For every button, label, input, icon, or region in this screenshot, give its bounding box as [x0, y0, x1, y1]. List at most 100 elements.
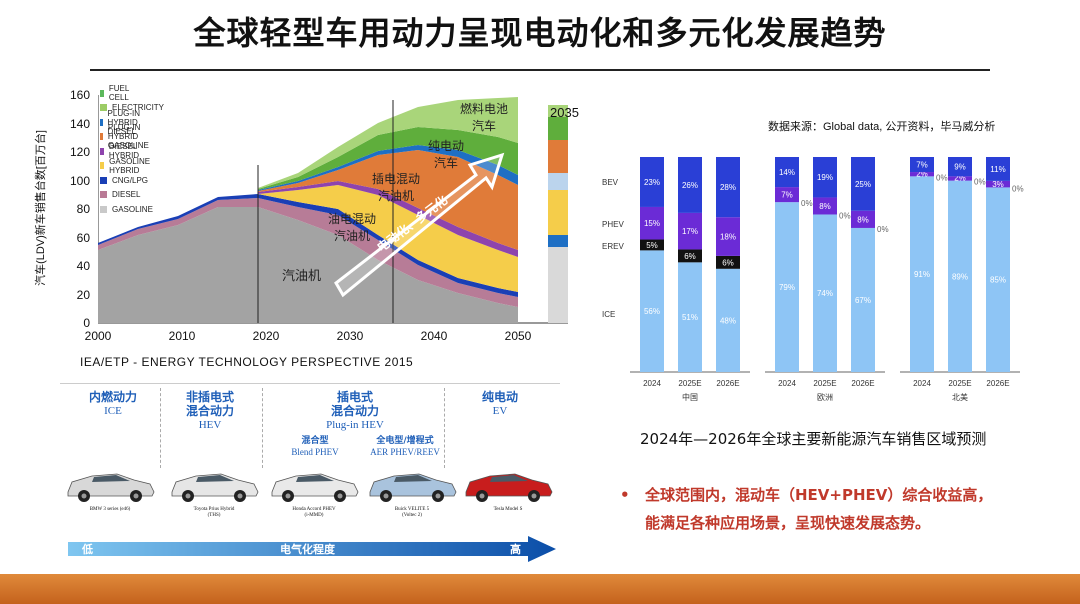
bar-value-label: 26%: [682, 181, 698, 190]
area-cng: [98, 194, 518, 297]
bar-segment-erev: [640, 239, 664, 251]
legend-item: PLUG-IN HYBRID GASOLINE: [100, 123, 153, 150]
bar-segment-ice: [775, 202, 799, 372]
category-separator: [444, 388, 445, 468]
legend-item: PLUG-IN HYBRID DIESEL: [100, 109, 142, 136]
area-diesel-hybrid: [258, 181, 518, 257]
electrification-arrow: 低 电气化程度 高: [68, 536, 558, 562]
bullet-line-2: 能满足各种应用场景，呈现快速发展态势。: [645, 514, 931, 532]
powertrain-strip: [60, 383, 560, 463]
bar-value-label: 89%: [952, 272, 968, 281]
xtick-label: 2040: [420, 329, 448, 343]
bar-value-label: 17%: [682, 227, 698, 236]
bar-x-label: 2025E: [948, 379, 971, 388]
ytick-label: 0: [83, 316, 90, 330]
bar-segment-ice: [813, 214, 837, 372]
area-chart: 汽车(LDV)新车销售台数[百万台] 160 140 120 100 80 60 40 20 0…: [20, 84, 590, 375]
legend-label: ELECTRICITY: [112, 103, 165, 112]
bar-segment-phev: [678, 212, 702, 250]
bar-value-label: 48%: [720, 316, 736, 325]
row-label: BEV: [602, 178, 619, 187]
subtype-sub: AER PHEV/REEV: [370, 447, 440, 457]
category-name: 非插电式 混合动力: [185, 390, 234, 418]
bar-x-label: 2026E: [986, 379, 1009, 388]
bar-value-label: 15%: [644, 219, 660, 228]
bar-segment-phev: [640, 206, 664, 240]
xtick-label: 2000: [84, 329, 112, 343]
car-image: [166, 462, 262, 512]
category-name: 纯电动: [481, 390, 518, 404]
legend-swatch: [100, 205, 107, 213]
car-image: [266, 462, 362, 512]
bar-segment-phev: [948, 176, 972, 181]
legend-label: FUEL CELL: [108, 84, 129, 102]
legend-item: DIESEL: [100, 190, 140, 200]
bar-segment-phev: [986, 180, 1010, 188]
bar-2035-label: 2035: [550, 105, 579, 120]
arrow-high-label: 高: [510, 543, 521, 556]
area-fuel-cell: [258, 97, 518, 189]
row-label: ICE: [602, 310, 615, 319]
bar-value-label: 3%: [992, 180, 1004, 189]
bar-value-label: 51%: [682, 313, 698, 322]
legend-item: ELECTRICITY: [100, 103, 164, 113]
legend-label: DIESEL HYBRID: [108, 142, 140, 160]
legend-swatch: [100, 176, 107, 184]
bar-value-label: 9%: [954, 163, 966, 172]
bar-value-label: 67%: [855, 296, 871, 305]
region-label: 欧洲: [817, 392, 833, 402]
label-ice: 汽油机: [282, 269, 322, 284]
category-sub: ICE: [104, 405, 122, 417]
xtick-label: 2020: [252, 329, 280, 343]
xtick-label: 2050: [504, 329, 532, 343]
ytick-label: 20: [76, 287, 90, 302]
phev-subtype: 混合型 Blend PHEV: [272, 436, 358, 458]
bar-segment-phev: [813, 197, 837, 215]
area-phev-gasoline: [258, 150, 518, 250]
bar-x-label: 2026E: [851, 379, 874, 388]
bar-segment-bev: [851, 157, 875, 211]
ytick-label: 100: [69, 173, 90, 188]
bar-value-label: 79%: [779, 283, 795, 292]
bar-segment-bev: [716, 157, 740, 218]
regional-bar-chart: BEV PHEV EREV ICE 56% 5% 15% 23% 2024 51% 6% 17% 26%…: [602, 157, 1024, 402]
category-name: 插电式 混合动力: [330, 390, 379, 418]
bar-segment-erev: [716, 255, 740, 269]
car-image: [364, 462, 460, 512]
page-title: 全球轻型车用动力呈现电动化和多元化发展趋势: [193, 14, 887, 52]
legend-item: GASOLINE: [100, 204, 153, 214]
bar-segment-ice: [851, 227, 875, 372]
bar-segment-ice: [986, 187, 1010, 372]
xtick-label: 2030: [336, 329, 364, 343]
bar-value-label: 74%: [817, 289, 833, 298]
legend-label: DIESEL: [112, 190, 141, 199]
bar-segment-ice: [910, 176, 934, 372]
bar-value-label: 25%: [855, 180, 871, 189]
ytick-label: 40: [76, 259, 90, 273]
label-phev: 插电混动 汽油机: [372, 172, 421, 203]
bar-value-label: 23%: [644, 178, 660, 187]
bar-x-label: 2025E: [678, 379, 701, 388]
bar-value-label: 8%: [819, 202, 831, 211]
category-separator: [160, 388, 161, 468]
arrow-mid-label: 电气化程度: [280, 543, 335, 556]
bullet-dot: •: [620, 486, 630, 504]
row-label: EREV: [602, 242, 624, 251]
bar-segment-bev: [813, 157, 837, 198]
legend-swatch: [100, 162, 105, 169]
powertrain-category: 纯电动 EV: [450, 390, 550, 418]
subtype-name: 全电型/增程式: [376, 436, 434, 446]
area-gasoline: [98, 207, 518, 323]
area-chart-plot: [98, 95, 568, 324]
bar-segment-ice: [716, 268, 740, 372]
bar-segment-bev: [640, 157, 664, 207]
area-chart-ylabel: 汽车(LDV)新车销售台数[百万台]: [35, 130, 47, 286]
legend-label: GASOLINE: [112, 204, 153, 214]
bar-value-label: 11%: [990, 165, 1005, 174]
subtype-name: 混合型: [301, 436, 329, 446]
bar-segment-ice: [948, 180, 972, 372]
region-label: 中国: [682, 392, 698, 402]
bar-value-label: 2%: [954, 174, 966, 183]
car-image: [62, 462, 158, 512]
bar-value-label: 8%: [857, 215, 869, 224]
